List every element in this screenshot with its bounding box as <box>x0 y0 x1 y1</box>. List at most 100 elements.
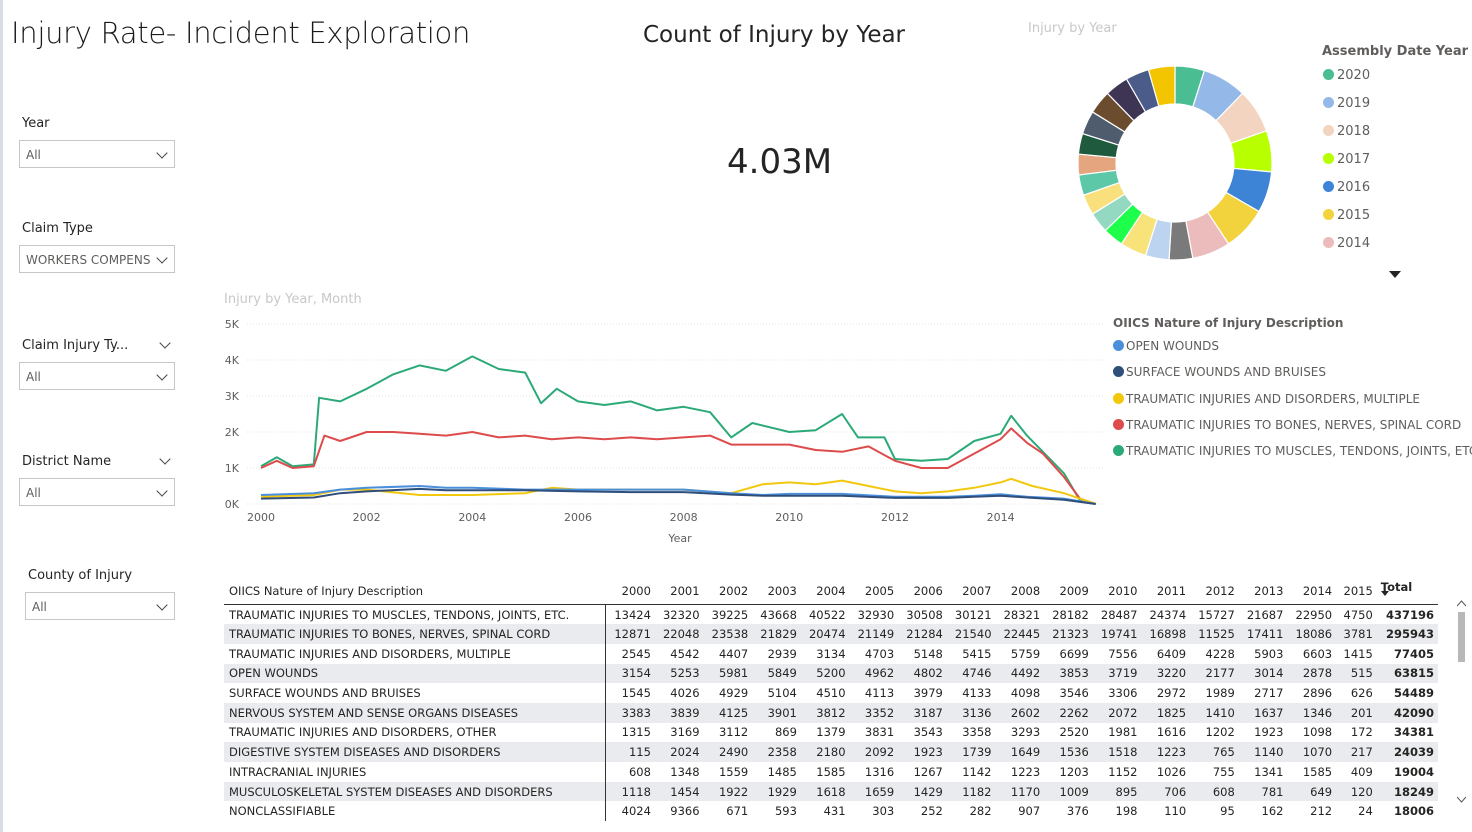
table-row[interactable]: NERVOUS SYSTEM AND SENSE ORGANS DISEASES… <box>224 702 1438 723</box>
donut-chart[interactable] <box>1073 60 1277 266</box>
column-header[interactable]: 2011 <box>1141 578 1191 605</box>
column-header[interactable]: 2009 <box>1044 578 1093 605</box>
row-header-cell: TRAUMATIC INJURIES TO BONES, NERVES, SPI… <box>224 624 607 644</box>
legend-dot-icon <box>1323 97 1334 108</box>
series-line[interactable] <box>260 355 1096 505</box>
donut-legend-item[interactable]: 2016 <box>1323 180 1370 196</box>
scroll-up-icon[interactable] <box>1457 600 1466 607</box>
column-header[interactable]: 2008 <box>995 578 1045 605</box>
county-slicer-dropdown[interactable]: All <box>25 592 175 620</box>
column-header[interactable]: 2004 <box>800 578 850 605</box>
total-column-header[interactable]: Total <box>1376 578 1438 605</box>
series-line[interactable] <box>260 485 1096 505</box>
scroll-down-icon[interactable] <box>1457 796 1466 803</box>
value-cell: 9366 <box>670 804 700 819</box>
series-line[interactable] <box>260 477 1097 505</box>
table-row[interactable]: MUSCULOSKELETAL SYSTEM DISEASES AND DISO… <box>224 781 1438 802</box>
table-row[interactable]: TRAUMATIC INJURIES TO MUSCLES, TENDONS, … <box>224 604 1438 625</box>
value-cell: 282 <box>969 804 992 819</box>
donut-legend-item[interactable]: 2014 <box>1323 236 1370 252</box>
table-scrollbar[interactable] <box>1455 600 1467 814</box>
sort-desc-icon <box>1380 591 1389 596</box>
column-header[interactable]: 2005 <box>849 578 899 605</box>
table-row[interactable]: TRAUMATIC INJURIES AND DISORDERS, MULTIP… <box>224 643 1438 664</box>
legend-dot-icon <box>1113 445 1124 457</box>
claim-type-slicer-value: WORKERS COMPENS... <box>26 253 150 267</box>
value-cell: 5415 <box>962 646 992 661</box>
total-cell: 18006 <box>1393 804 1434 819</box>
line-legend-item[interactable]: TRAUMATIC INJURIES AND DISORDERS, MULTIP… <box>1113 392 1420 406</box>
value-cell: 4962 <box>849 663 899 684</box>
donut-legend-item[interactable]: 2017 <box>1323 152 1370 168</box>
column-header[interactable]: 2010 <box>1092 578 1142 605</box>
claim-type-slicer-dropdown[interactable]: WORKERS COMPENS... <box>19 245 175 273</box>
legend-dot-icon <box>1323 209 1334 220</box>
table-row[interactable]: INTRACRANIAL INJURIES 608 1348 1559 1485 1585… <box>224 762 1438 782</box>
value-cell: 3352 <box>849 702 899 723</box>
column-header[interactable]: 2014 <box>1287 578 1337 605</box>
line-legend-item[interactable]: OPEN WOUNDS <box>1113 339 1219 353</box>
chevron-down-icon[interactable] <box>159 453 171 465</box>
donut-legend-item[interactable]: 2020 <box>1323 68 1370 84</box>
table-row[interactable]: NONCLASSIFIABLE 4024 9366 671 593 431 303 252 28… <box>224 801 1438 822</box>
table-row[interactable]: OPEN WOUNDS 3154 5253 5981 5849 5200 4962 4802 4… <box>224 663 1438 684</box>
value-cell: 3383 <box>605 702 655 723</box>
column-header[interactable]: 2002 <box>703 578 753 605</box>
value-cell: 515 <box>1336 663 1377 684</box>
table-row[interactable]: SURFACE WOUNDS AND BRUISES 1545 4026 4929 51… <box>224 683 1438 703</box>
value-cell: 1202 <box>1205 725 1235 740</box>
donut-title: Injury by Year <box>1028 21 1117 36</box>
district-name-slicer-dropdown[interactable]: All <box>19 478 175 506</box>
claim-injury-type-slicer-dropdown[interactable]: All <box>19 362 175 390</box>
legend-scroll-down-icon[interactable] <box>1389 271 1401 279</box>
column-header[interactable]: 2007 <box>946 578 996 605</box>
column-header[interactable]: 2000 <box>605 578 655 605</box>
legend-label: OPEN WOUNDS <box>1126 339 1219 353</box>
legend-label: 2018 <box>1337 124 1371 139</box>
row-header-cell: TRAUMATIC INJURIES TO MUSCLES, TENDONS, … <box>224 604 607 625</box>
value-cell: 4228 <box>1205 646 1235 661</box>
value-cell: 5148 <box>913 646 943 661</box>
table-row[interactable]: TRAUMATIC INJURIES AND DISORDERS, OTHER 1… <box>224 722 1438 743</box>
x-tick-label: 2000 <box>247 511 275 524</box>
year-slicer-dropdown[interactable]: All <box>19 140 175 168</box>
legend-dot-icon <box>1113 418 1124 430</box>
column-header[interactable]: 2006 <box>898 578 947 605</box>
value-cell: 1152 <box>1108 764 1138 779</box>
column-header[interactable]: OIICS Nature of Injury Description <box>224 578 606 605</box>
value-cell: 4024 <box>621 804 651 819</box>
value-cell: 4133 <box>962 686 992 701</box>
table-row[interactable]: DIGESTIVE SYSTEM DISEASES AND DISORDERS 1… <box>224 742 1438 762</box>
column-header[interactable]: 2001 <box>654 578 704 605</box>
line-legend-item[interactable]: TRAUMATIC INJURIES TO BONES, NERVES, SPI… <box>1113 418 1461 432</box>
line-chart[interactable]: 0K 1K 2K 3K 4K 5K 2000 2002 2004 2006 2008 2010 2012… <box>203 310 1103 550</box>
column-header[interactable]: 2015 <box>1336 578 1377 605</box>
table-row[interactable]: TRAUMATIC INJURIES TO BONES, NERVES, SPI… <box>224 624 1438 644</box>
value-cell: 1429 <box>898 781 947 802</box>
chevron-down-icon[interactable] <box>159 337 171 349</box>
donut-legend-item[interactable]: 2018 <box>1323 124 1370 140</box>
x-tick-label: 2014 <box>987 511 1015 524</box>
column-header[interactable]: 2013 <box>1238 578 1288 605</box>
legend-label: 2016 <box>1337 180 1371 195</box>
claim-injury-type-slicer-value: All <box>26 370 41 384</box>
value-cell: 608 <box>1190 781 1239 802</box>
donut-segment[interactable] <box>1147 65 1176 107</box>
donut-legend-item[interactable]: 2019 <box>1323 96 1370 112</box>
value-cell: 1026 <box>1156 764 1187 779</box>
column-header[interactable]: 2012 <box>1190 578 1239 605</box>
value-cell: 32930 <box>857 607 895 622</box>
value-cell: 5903 <box>1254 646 1284 661</box>
line-chart-title: Injury by Year, Month <box>224 292 362 307</box>
value-cell: 30508 <box>906 607 943 622</box>
scroll-thumb[interactable] <box>1458 612 1465 662</box>
value-cell: 1346 <box>1287 702 1337 723</box>
line-legend-item[interactable]: TRAUMATIC INJURIES TO MUSCLES, TENDONS, … <box>1113 444 1472 458</box>
column-header[interactable]: 2003 <box>752 578 801 605</box>
line-legend-item[interactable]: SURFACE WOUNDS AND BRUISES <box>1113 365 1326 379</box>
donut-legend-item[interactable]: 2015 <box>1323 208 1370 224</box>
value-cell: 1929 <box>752 781 801 802</box>
series-line[interactable] <box>260 427 1097 505</box>
value-cell: 3831 <box>864 725 895 740</box>
series-line[interactable] <box>260 487 1096 505</box>
